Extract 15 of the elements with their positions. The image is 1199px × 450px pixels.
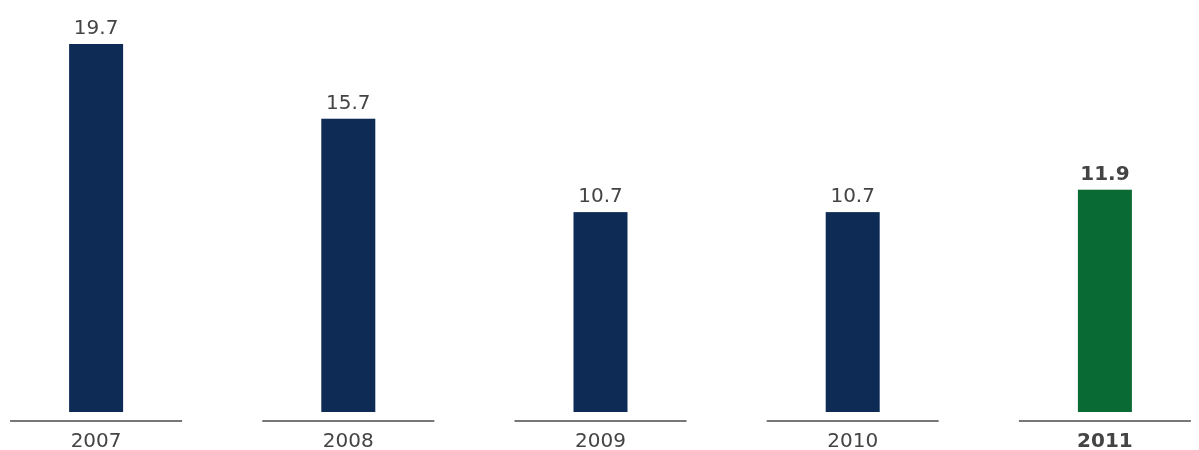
x-tick-label: 2011 [1077,428,1133,450]
data-label: 10.7 [578,183,623,208]
x-tick-label: 2010 [827,428,879,450]
x-tick-label: 2007 [70,428,122,450]
bar [1077,189,1132,412]
data-label: 10.7 [830,183,875,208]
x-tick-label: 2009 [575,428,626,450]
bar [69,44,124,412]
bar [825,212,880,412]
data-label: 19.7 [73,15,119,39]
bar [573,212,628,412]
data-label: 15.7 [326,89,371,114]
x-tick-label: 2008 [322,428,374,450]
data-label: 11.9 [1080,160,1130,185]
bar [321,118,376,412]
